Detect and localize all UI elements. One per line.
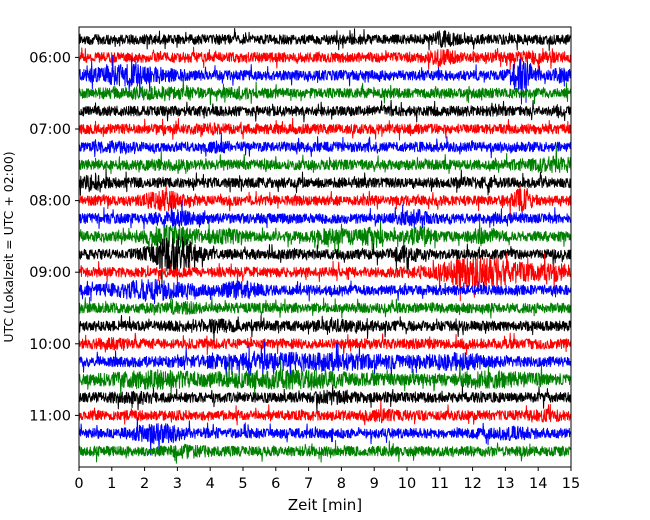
x-tick-label: 0 xyxy=(74,476,83,492)
trace-0745 xyxy=(79,168,571,196)
trace-0645 xyxy=(79,99,571,123)
y-tick-label: 06:00 xyxy=(29,50,71,66)
trace-0845 xyxy=(79,236,571,288)
x-axis-label: Zeit [min] xyxy=(288,496,362,514)
x-tick-label: 7 xyxy=(304,476,313,492)
y-tick-label: 11:00 xyxy=(29,408,71,424)
x-tick-label: 11 xyxy=(431,476,449,492)
x-tick-label: 3 xyxy=(173,476,182,492)
trace-1045 xyxy=(79,384,571,412)
trace-0915 xyxy=(79,278,571,305)
plot-frame xyxy=(78,26,572,468)
x-tick-label: 5 xyxy=(238,476,247,492)
x-tick-label: 1 xyxy=(107,476,116,492)
x-tick-label: 15 xyxy=(562,476,580,492)
trace-0945 xyxy=(79,314,571,342)
x-axis: 0 1 2 3 4 5 6 7 8 9 10 11 12 13 14 15 xyxy=(74,467,580,492)
x-tick-label: 2 xyxy=(140,476,149,492)
trace-0800 xyxy=(79,185,571,217)
x-tick-label: 13 xyxy=(496,476,514,492)
trace-1100 xyxy=(79,400,571,426)
x-tick-label: 9 xyxy=(370,476,379,492)
trace-0630 xyxy=(79,78,571,106)
trace-0545 xyxy=(79,28,571,51)
trace-0830 xyxy=(79,220,571,255)
x-tick-label: 12 xyxy=(463,476,481,492)
trace-1130 xyxy=(79,439,571,464)
trace-0900 xyxy=(79,252,571,302)
x-tick-label: 6 xyxy=(271,476,280,492)
y-tick-label: 10:00 xyxy=(29,337,71,353)
trace-0730 xyxy=(79,144,571,175)
y-tick-label: 08:00 xyxy=(29,194,71,210)
trace-0815 xyxy=(79,200,571,230)
x-tick-label: 14 xyxy=(529,476,547,492)
trace-1115 xyxy=(79,417,571,456)
traces-group xyxy=(79,28,571,464)
trace-1000 xyxy=(79,332,571,355)
x-tick-label: 8 xyxy=(337,476,346,492)
trace-0615 xyxy=(79,54,571,105)
trace-1015 xyxy=(79,340,571,384)
x-tick-label: 4 xyxy=(206,476,215,492)
x-tick-label: 10 xyxy=(398,476,416,492)
trace-1030 xyxy=(79,359,571,398)
y-axis-label: UTC (Lokalzeit = UTC + 02:00) xyxy=(1,151,16,342)
y-tick-label: 09:00 xyxy=(29,265,71,281)
y-tick-label: 07:00 xyxy=(29,122,71,138)
trace-0600 xyxy=(79,46,571,71)
y-axis: 06:00 07:00 08:00 09:00 10:00 11:00 xyxy=(29,50,79,424)
trace-0700 xyxy=(79,117,571,141)
trace-0930 xyxy=(79,296,571,319)
trace-0715 xyxy=(79,132,571,159)
